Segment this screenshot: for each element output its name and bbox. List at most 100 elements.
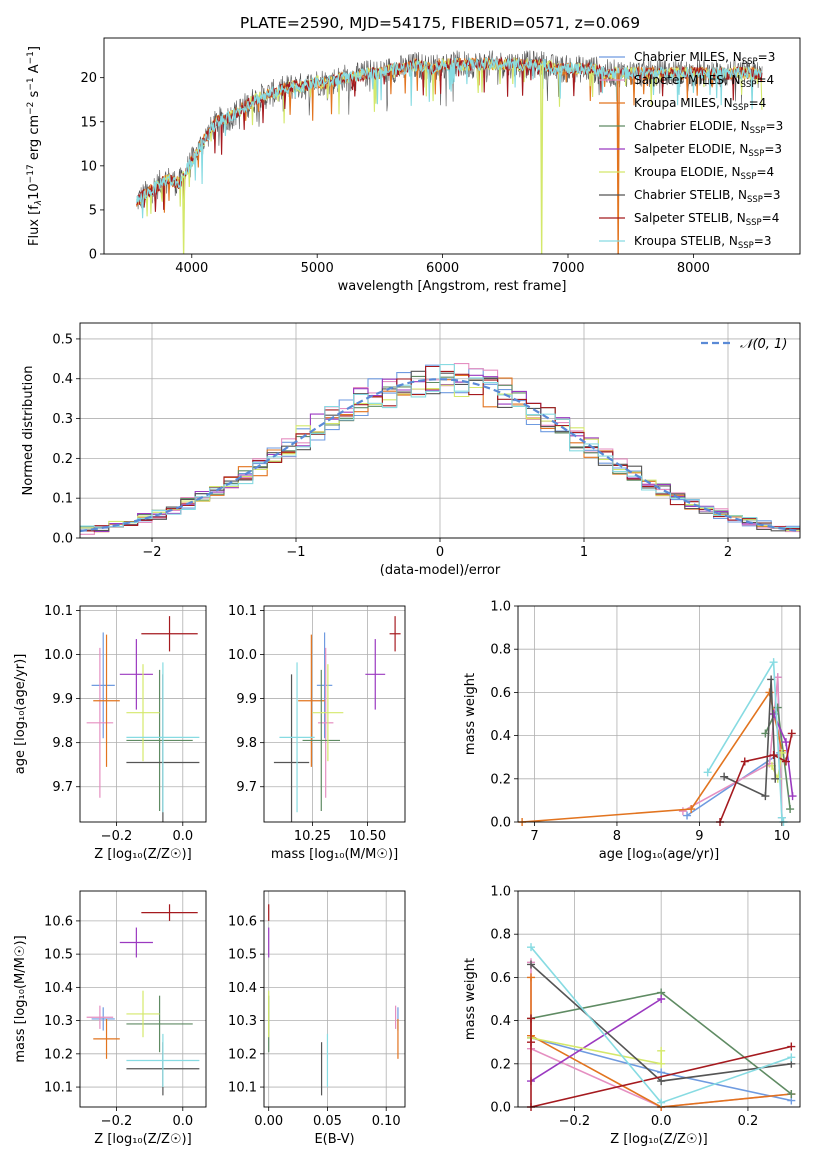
- y-tick-label: 0.8: [490, 643, 511, 658]
- legend-label-name: Salpeter MILES, N: [634, 73, 741, 87]
- axes-frame: [517, 605, 801, 823]
- weight-point: [788, 792, 797, 801]
- mass-vs-Z-chart: −0.2 0.0 10.1 10.2 10.3 10.4 10.5 10.6 Z [log₁₀(…: [13, 890, 207, 1147]
- weight-series-line: [530, 998, 662, 1082]
- x-axis-label: (data-model)/error: [380, 563, 501, 578]
- age-vs-Z-chart: −0.2 0.0 9.7 9.8 9.9 10.0 10.1 Z [log₁₀(Z/Z☉)] a…: [13, 604, 207, 862]
- y-tick-label: 10.0: [228, 648, 257, 663]
- y-tick-label: 1.0: [490, 885, 511, 900]
- x-tick-label: 0: [436, 545, 444, 560]
- y-tick-label: 10.6: [228, 914, 257, 929]
- legend-label-value: =4: [756, 165, 774, 179]
- legend-label: Chabrier MILES, NSSP=3: [634, 50, 775, 67]
- weight-point: [527, 1014, 536, 1023]
- legend-label: Chabrier ELODIE, NSSP=3: [634, 119, 783, 136]
- weight-point: [657, 1046, 666, 1055]
- legend-label: 𝒩(0, 1): [740, 337, 787, 352]
- y-axis-label: Flux [fλ10−17 erg cm−2 s−1 A−1]: [26, 46, 44, 246]
- weight-point: [740, 757, 749, 766]
- y-tick-label: 10.5: [228, 948, 257, 963]
- y-tick-label: 0.6: [490, 971, 511, 986]
- legend-label-value: =4: [749, 96, 767, 110]
- weight-series-line: [530, 977, 792, 1107]
- weight-point: [678, 807, 687, 816]
- y-axis-label-part: −2: [26, 102, 36, 115]
- legend-label-name: Salpeter ELODIE, N: [634, 142, 748, 156]
- weight-point: [777, 813, 786, 822]
- weight-point: [527, 943, 536, 952]
- x-tick-label: 2: [724, 545, 732, 560]
- weight-point: [781, 738, 790, 747]
- weight-point: [787, 729, 796, 738]
- weight-point: [771, 774, 780, 783]
- x-tick-label: 7: [530, 829, 538, 844]
- x-tick-label: 0.0: [172, 1114, 193, 1129]
- y-axis-label-part: A: [27, 64, 42, 77]
- x-axis-label: age [log₁₀(age/yr)]: [599, 847, 720, 862]
- x-tick-label: 1: [580, 545, 588, 560]
- y-tick-label: 9.9: [52, 692, 73, 707]
- x-tick-label: 0.2: [738, 1114, 759, 1129]
- y-tick-label: 10.2: [44, 1047, 73, 1062]
- x-axis-label: Z [log₁₀(Z/Z☉)]: [94, 847, 191, 862]
- legend-label-name: Kroupa STELIB, N: [634, 234, 738, 248]
- x-tick-label: 8000: [677, 261, 710, 276]
- axes-frame: [263, 890, 406, 1108]
- weight-point: [657, 1059, 666, 1068]
- x-axis-label: wavelength [Angstrom, rest frame]: [338, 279, 567, 294]
- legend-label-name: Chabrier MILES, N: [634, 50, 742, 64]
- x-tick-label: 7000: [551, 261, 584, 276]
- mass-weight-vs-Z-chart: −0.2 0.0 0.2 0.0 0.2 0.4 0.6 0.8 1.0 Z [log₁₀(Z/Z…: [463, 885, 801, 1147]
- weight-point: [787, 1053, 796, 1062]
- residuals-chart: −2 −1 0 1 2 0.0 0.1 0.2 0.3 0.4 0.5 (data-model)/er…: [21, 322, 801, 578]
- y-tick-label: 10.2: [228, 1047, 257, 1062]
- y-tick-label: 10.1: [228, 1081, 257, 1096]
- y-tick-label: 0.2: [490, 1057, 511, 1072]
- y-tick-label: 0.2: [490, 772, 511, 787]
- legend-label-sub: SSP: [747, 195, 763, 205]
- weight-point: [769, 751, 778, 760]
- y-axis-label-part: s: [27, 90, 42, 101]
- y-tick-label: 0.0: [490, 816, 511, 831]
- y-tick-label: 0.4: [52, 372, 73, 387]
- y-tick-label: 9.8: [52, 736, 73, 751]
- legend-label: Kroupa STELIB, NSSP=3: [634, 234, 772, 251]
- legend-label: Chabrier STELIB, NSSP=3: [634, 188, 781, 205]
- x-tick-label: 9: [695, 829, 703, 844]
- weight-series-line: [723, 679, 777, 798]
- y-tick-label: 0.3: [52, 412, 73, 427]
- legend-label-value: =3: [763, 188, 781, 202]
- y-tick-label: 10.1: [44, 1081, 73, 1096]
- legend-label-sub: SSP: [733, 103, 749, 113]
- weight-point: [657, 995, 666, 1003]
- y-axis-label-part: erg cm: [27, 115, 42, 164]
- mass-vs-ebv-chart: 0.00 0.05 0.10 10.1 10.2 10.3 10.4 10.5 10.6 E(B-…: [228, 890, 406, 1147]
- legend-label-value: =3: [766, 119, 784, 133]
- x-tick-label: −2: [142, 545, 161, 560]
- y-axis-label-part: −17: [26, 164, 36, 183]
- y-tick-label: 5: [89, 203, 97, 218]
- legend-label-sub: SSP: [748, 149, 764, 159]
- legend-label-value: =3: [754, 234, 772, 248]
- y-tick-label: 9.7: [52, 780, 73, 795]
- weight-point: [787, 1090, 796, 1099]
- spectrum-dip: [616, 73, 620, 254]
- y-tick-label: 0.6: [490, 686, 511, 701]
- legend-label-sub: SSP: [742, 57, 758, 67]
- y-axis-label-part: ]: [27, 46, 42, 51]
- y-tick-label: 0.8: [490, 928, 511, 943]
- legend-label-name: Kroupa ELODIE, N: [634, 165, 741, 179]
- y-axis-label-part: −1: [26, 77, 36, 90]
- legend-label-name: Kroupa MILES, N: [634, 96, 733, 110]
- normal-reference-curve: [80, 378, 800, 533]
- y-tick-label: 10.1: [228, 604, 257, 619]
- legend-label: Salpeter MILES, NSSP=4: [634, 73, 774, 90]
- y-tick-label: 0.1: [52, 492, 73, 507]
- y-tick-label: 0.4: [490, 729, 511, 744]
- axes-frame: [79, 890, 207, 1108]
- legend-label: Kroupa MILES, NSSP=4: [634, 96, 766, 113]
- x-tick-label: 0.0: [651, 1114, 672, 1129]
- legend-label-sub: SSP: [746, 218, 762, 228]
- y-axis-label: Normed distribution: [21, 366, 36, 496]
